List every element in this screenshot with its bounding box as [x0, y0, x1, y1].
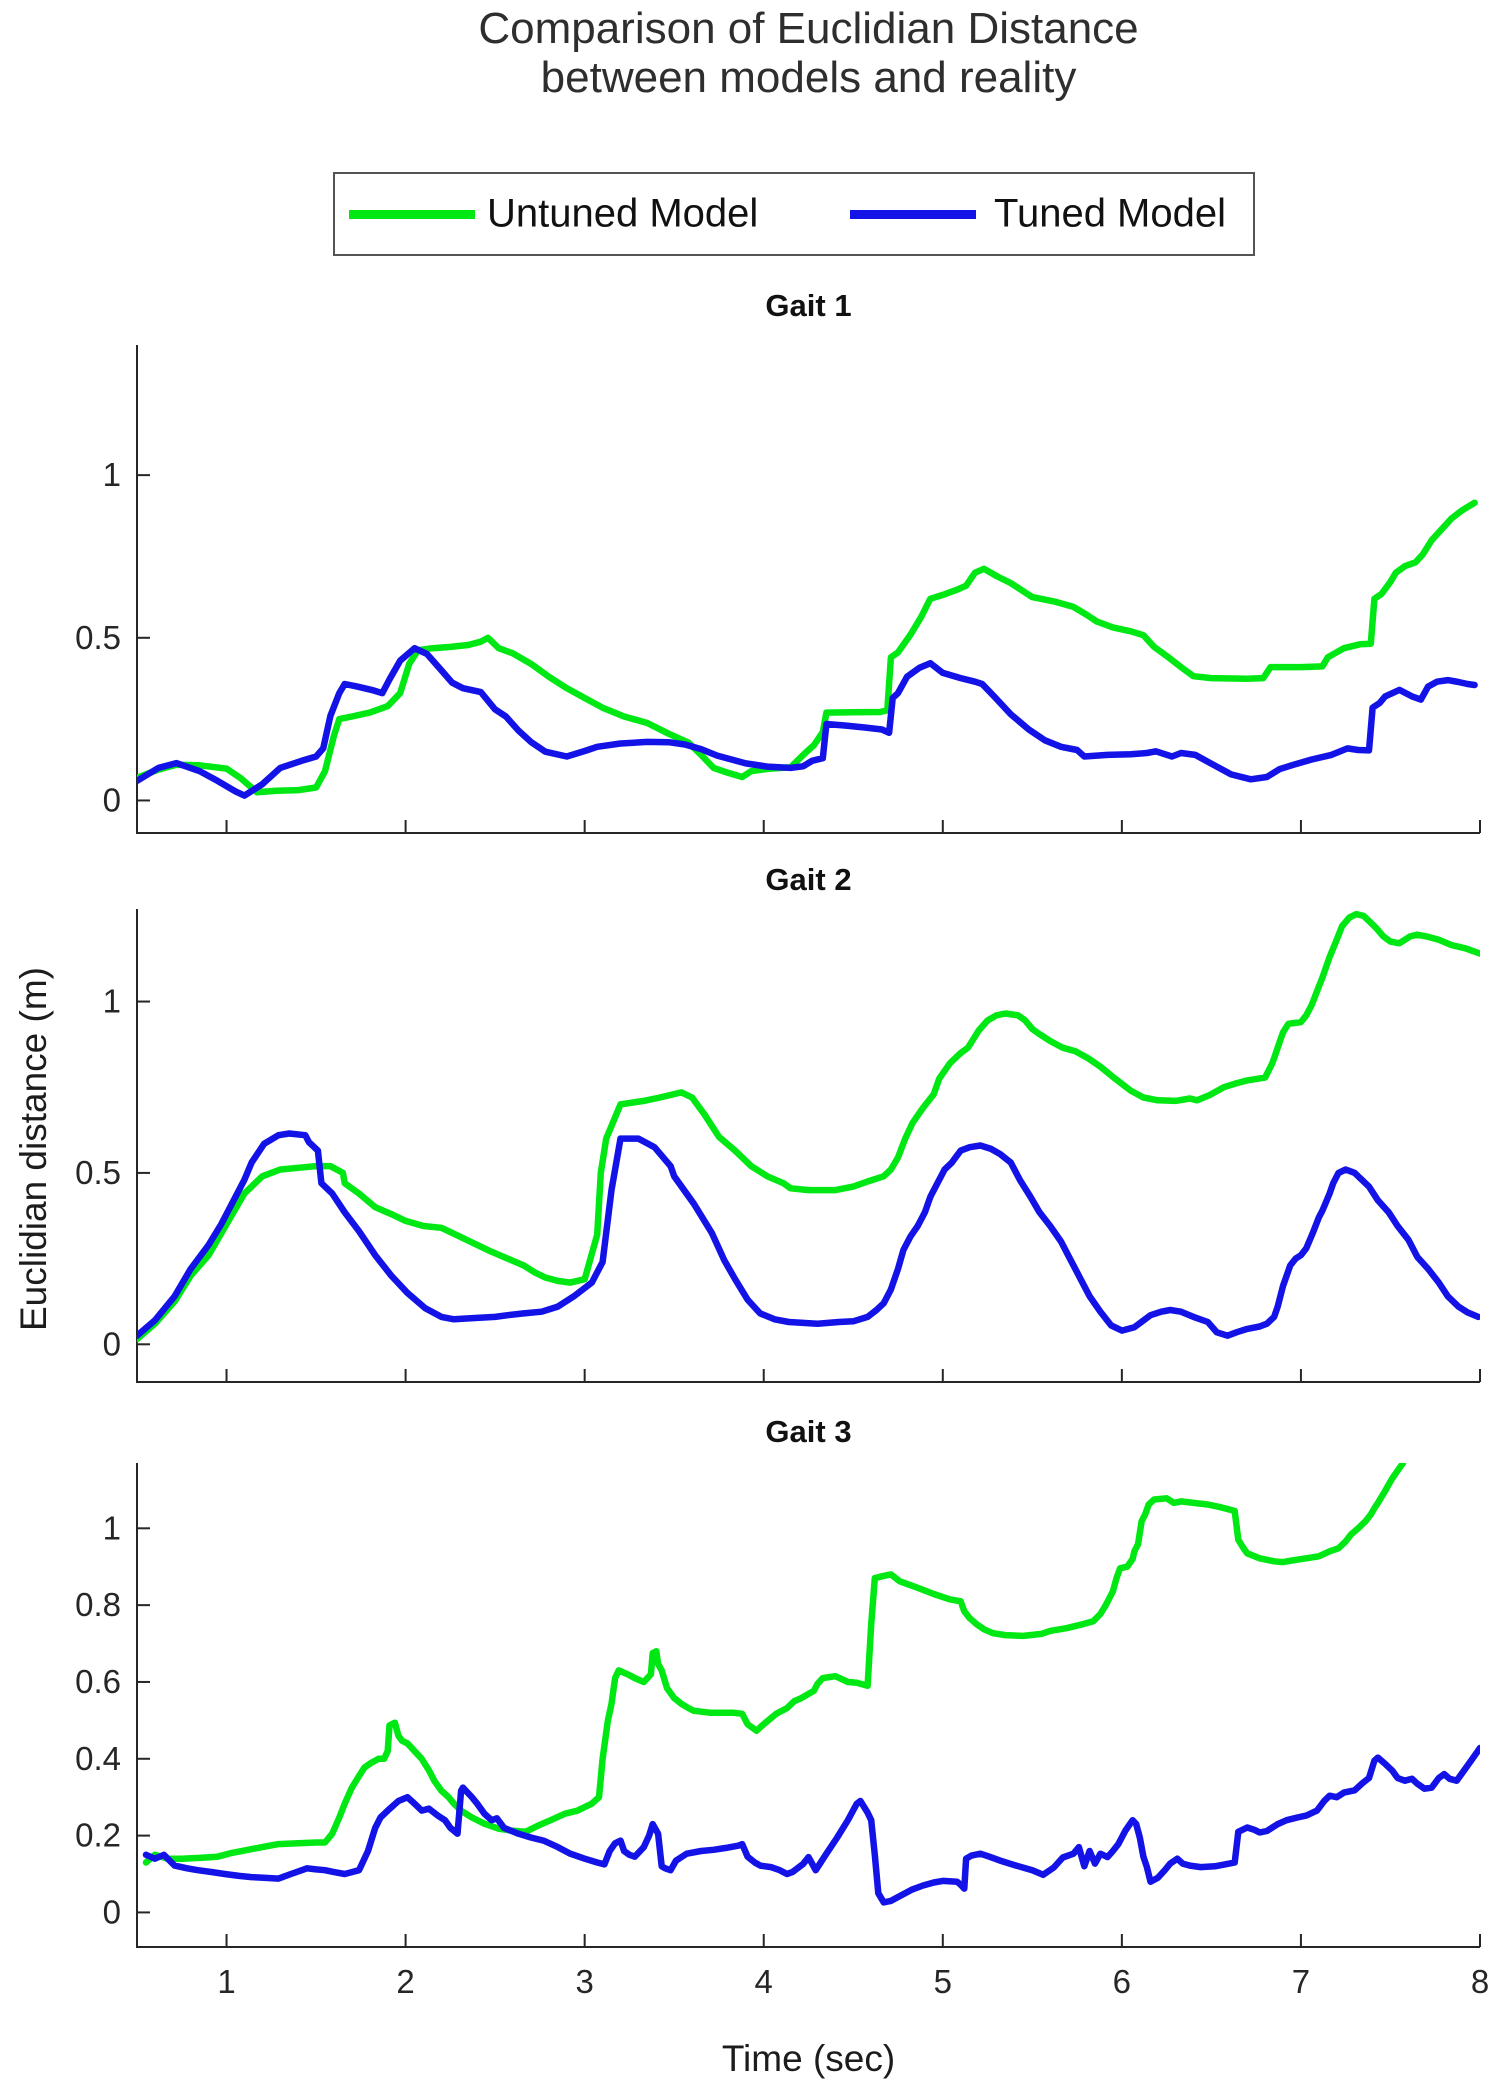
- y-tick-label: 0: [103, 1893, 121, 1930]
- y-tick-label: 0: [103, 1325, 121, 1362]
- x-tick-label: 8: [1471, 1963, 1489, 2000]
- y-tick-label: 0.5: [75, 619, 121, 656]
- panel-title-gait3: Gait 3: [765, 1414, 852, 1449]
- legend-label-untuned: Untuned Model: [487, 191, 759, 236]
- panel-title-gait1: Gait 1: [765, 288, 852, 323]
- y-tick-label: 1: [103, 983, 121, 1020]
- figure-title-line1: Comparison of Euclidian Distance: [478, 4, 1139, 53]
- x-tick-label: 3: [575, 1963, 593, 2000]
- x-tick-label: 6: [1113, 1963, 1131, 2000]
- axis-spine: [136, 345, 1480, 834]
- y-tick-label: 0: [103, 781, 121, 818]
- x-tick-label: 4: [755, 1963, 773, 2000]
- x-tick-label: 5: [934, 1963, 952, 2000]
- x-tick-label: 1: [217, 1963, 235, 2000]
- figure-title-line2: between models and reality: [540, 53, 1077, 102]
- tuned-model-line: [137, 644, 1478, 799]
- y-tick-label: 0.4: [75, 1740, 121, 1777]
- y-tick-label: 0.2: [75, 1817, 121, 1854]
- x-tick-label: 7: [1292, 1963, 1310, 2000]
- untuned-model-line: [142, 1463, 1407, 1866]
- y-tick-label: 0.6: [75, 1663, 121, 1700]
- legend: Untuned Model Tuned Model: [333, 172, 1255, 256]
- panel-title-gait2: Gait 2: [765, 862, 852, 897]
- x-tick-label: 2: [396, 1963, 414, 2000]
- y-tick-label: 0.8: [75, 1586, 121, 1623]
- legend-swatch-untuned-line: [349, 210, 475, 219]
- tuned-model-line: [142, 1744, 1480, 1906]
- y-tick-label: 0.5: [75, 1154, 121, 1191]
- tuned-model-line: [137, 1130, 1480, 1339]
- figure-title: Comparison of Euclidian Distance between…: [137, 4, 1480, 102]
- y-tick-label: 1: [103, 456, 121, 493]
- untuned-model-line: [137, 499, 1478, 796]
- y-tick-label: 1: [103, 1509, 121, 1546]
- legend-label-tuned: Tuned Model: [994, 191, 1226, 236]
- legend-swatch-tuned-line: [850, 210, 976, 219]
- axis-spine: [136, 1463, 1480, 1948]
- axis-spine: [136, 909, 1480, 1383]
- untuned-model-line: [137, 910, 1480, 1343]
- x-axis-label: Time (sec): [721, 2038, 896, 2079]
